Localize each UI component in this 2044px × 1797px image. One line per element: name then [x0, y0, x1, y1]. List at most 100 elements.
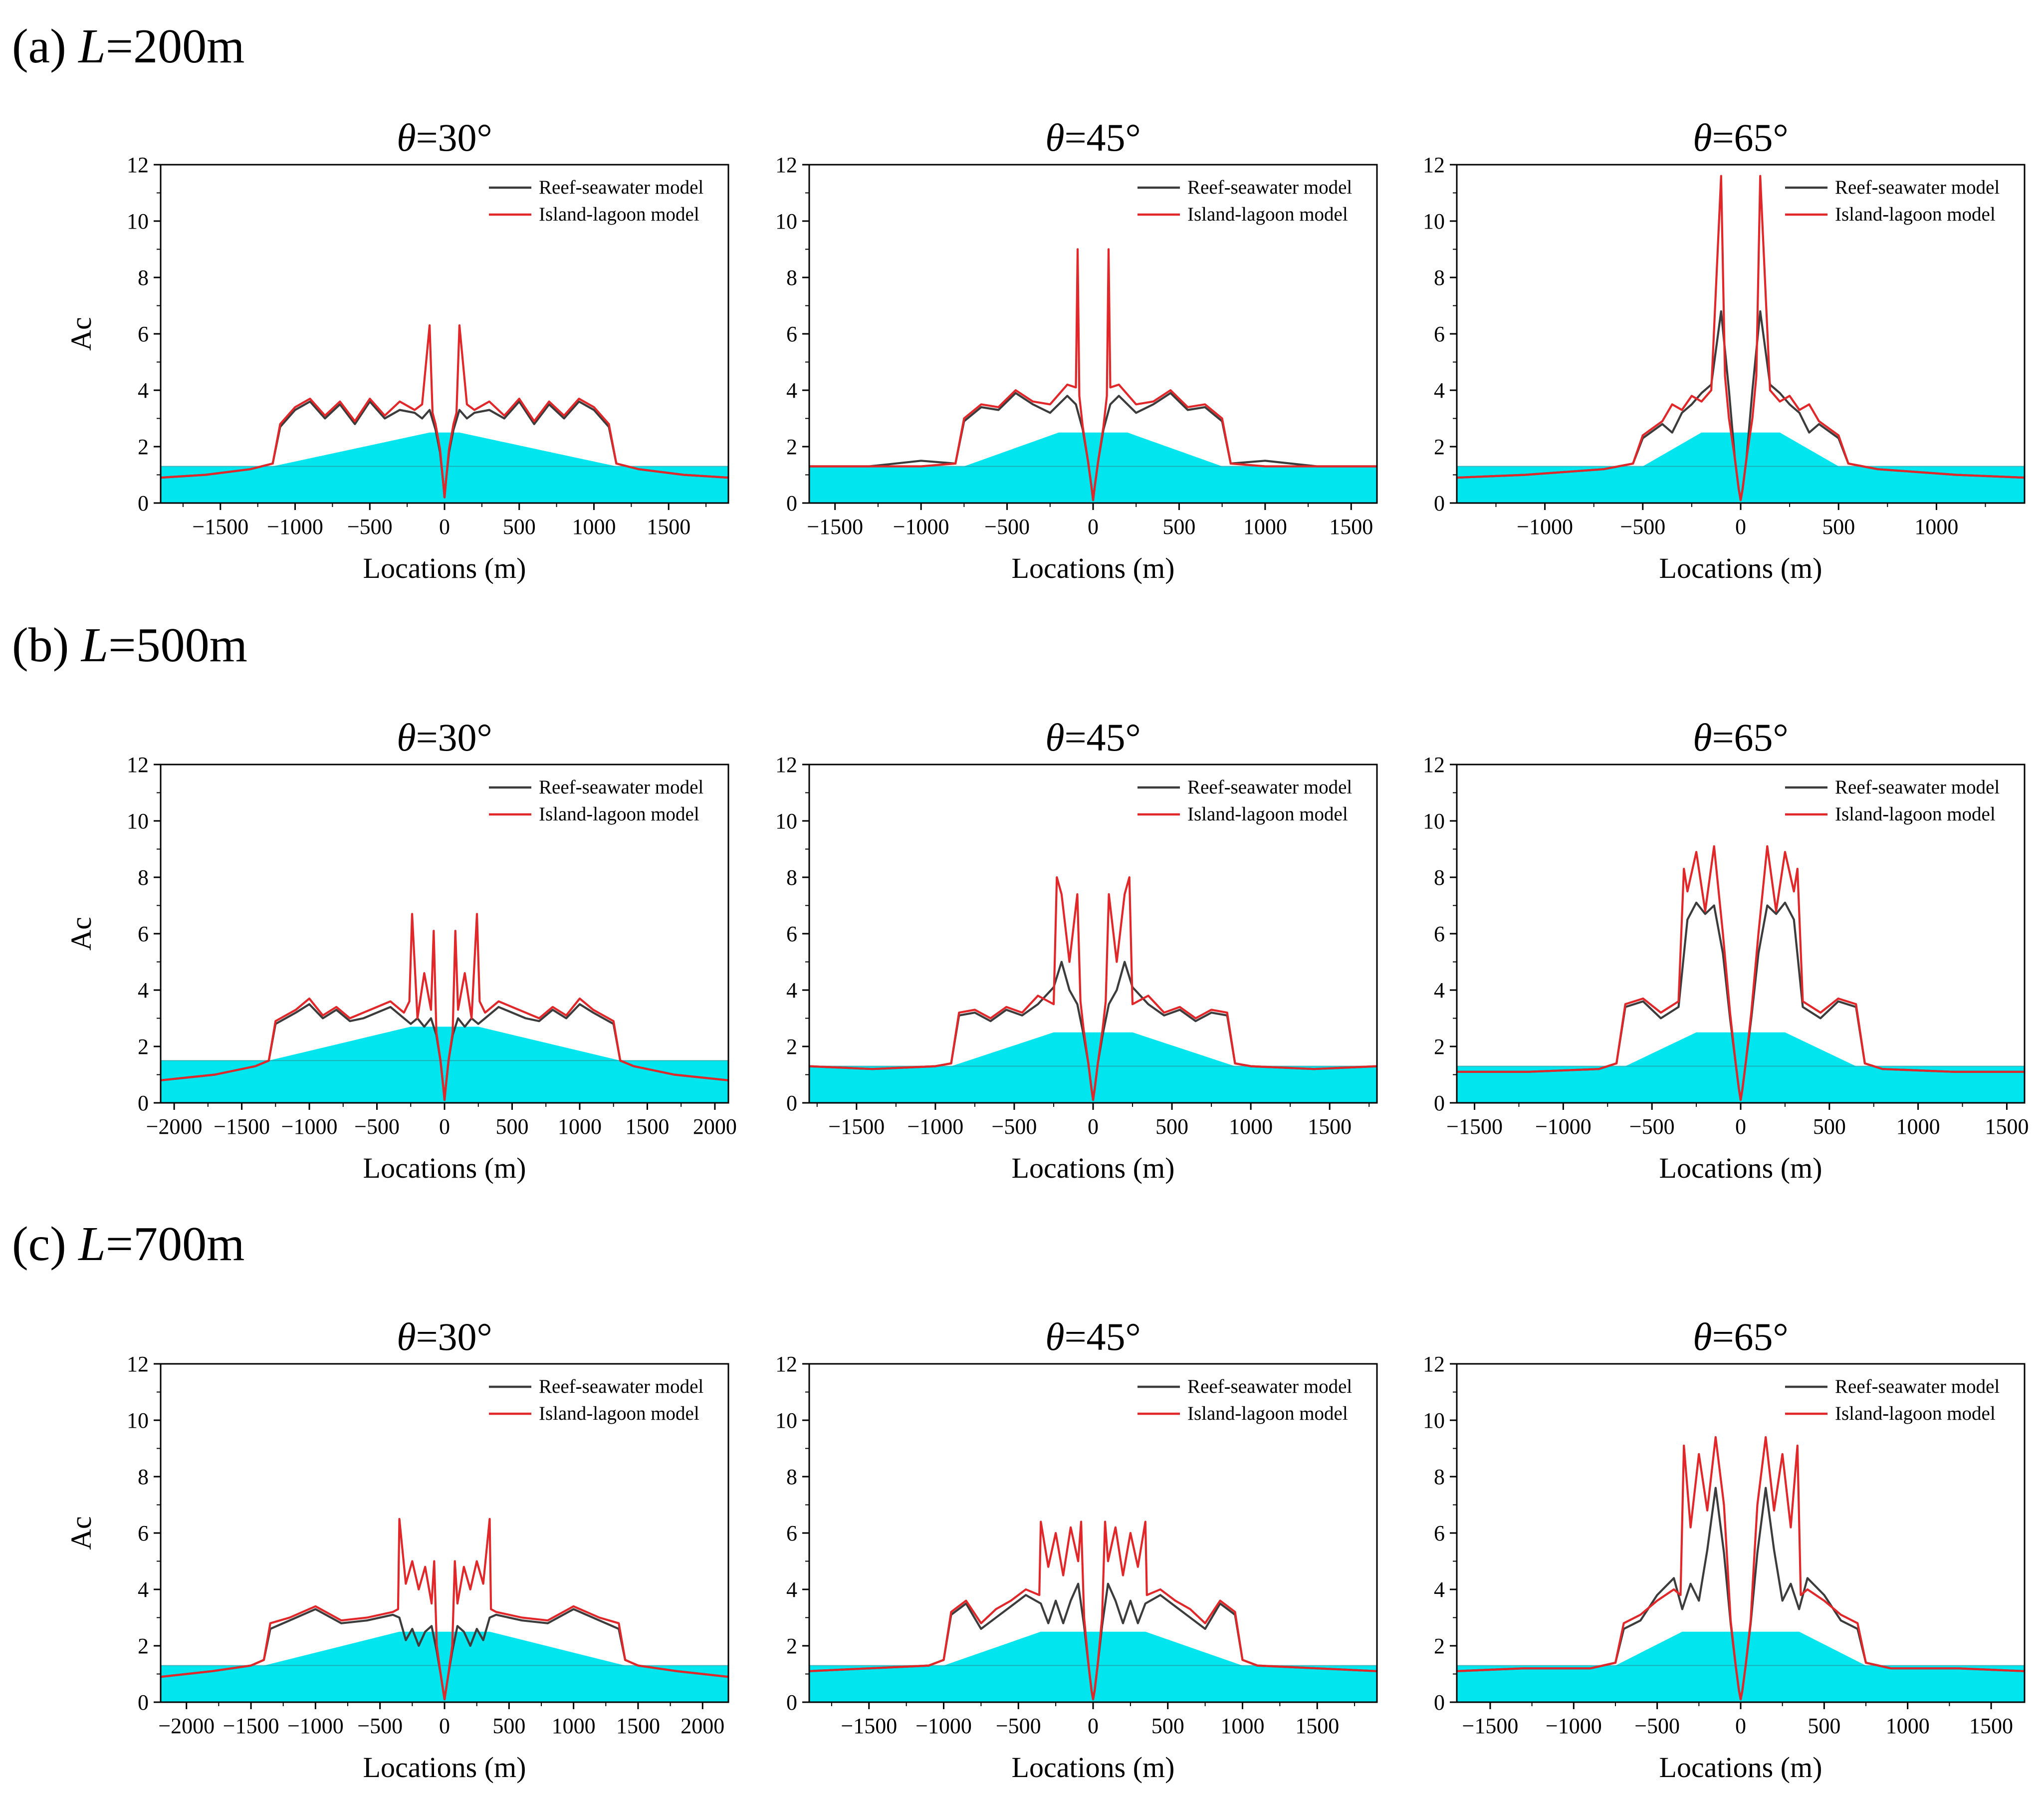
y-axis-label: Ac [65, 1516, 97, 1550]
island-lagoon-series-line [809, 248, 1377, 502]
x-tick-label: 1500 [647, 514, 690, 539]
reef-profile-area [1457, 1631, 2025, 1702]
y-tick-label: 2 [1434, 435, 1445, 459]
reef-profile-area [809, 1631, 1377, 1702]
x-tick-label: −1500 [1446, 1114, 1503, 1139]
x-tick-label: 1000 [1886, 1714, 1930, 1738]
legend-label-reef: Reef-seawater model [539, 776, 703, 798]
x-tick-label: −2000 [146, 1114, 203, 1139]
reef-profile-area [161, 1631, 728, 1702]
x-axis-label: Locations (m) [1012, 1751, 1175, 1784]
island-lagoon-series-line [161, 324, 728, 499]
legend: Reef-seawater model Island-lagoon model [489, 776, 703, 825]
panel-title: θ=45° [1045, 716, 1141, 759]
panel-title-value: =45° [1065, 1315, 1141, 1358]
x-tick-label: −1000 [1546, 1714, 1602, 1738]
x-tick-label: −500 [1634, 1714, 1680, 1738]
x-axis-label: Locations (m) [363, 1152, 526, 1184]
row-label-prefix: (b) [12, 618, 81, 672]
y-axis-label: Ac [65, 917, 97, 951]
reef-profile-area [1457, 432, 2025, 503]
chart-panel: θ=30° 0 2 4 6 8 10 12 −2000 −1500 −1000 −500 0 500 100… [65, 716, 737, 1184]
legend-label-lagoon: Island-lagoon model [1187, 204, 1348, 225]
legend-label-lagoon: Island-lagoon model [539, 204, 699, 225]
y-tick-label: 12 [775, 1352, 797, 1376]
legend-label-reef: Reef-seawater model [1835, 1376, 2000, 1397]
legend: Reef-seawater model Island-lagoon model [489, 177, 703, 225]
y-tick-label: 4 [138, 378, 149, 403]
legend-label-lagoon: Island-lagoon model [1835, 1403, 1996, 1424]
panel-title-variable: θ [1693, 1315, 1712, 1358]
panel-title: θ=30° [397, 1315, 492, 1358]
y-tick-label: 8 [138, 265, 149, 290]
y-tick-label: 2 [138, 1634, 149, 1658]
x-tick-label: −1000 [915, 1714, 972, 1738]
panel-title-variable: θ [397, 1315, 416, 1358]
reef-profile-area [1457, 1032, 2025, 1103]
y-tick-label: 2 [1434, 1034, 1445, 1059]
row-label-prefix: (a) [12, 19, 78, 73]
chart-panel: θ=45° 0 2 4 6 8 10 12 −1500 −1000 −500 0 500 1000 1500… [775, 716, 1378, 1184]
reef-profile-area [809, 1032, 1377, 1103]
x-tick-label: −500 [347, 514, 393, 539]
x-tick-label: 1000 [552, 1714, 596, 1738]
x-tick-label: 0 [1735, 1714, 1746, 1738]
x-tick-label: −500 [1620, 514, 1665, 539]
y-tick-label: 12 [775, 753, 797, 777]
panel-title-variable: θ [397, 716, 416, 759]
row-labels: (a) L=200m(b) L=500m(c) L=700m [12, 19, 247, 1271]
x-tick-label: 500 [1151, 1714, 1184, 1738]
legend-label-lagoon: Island-lagoon model [1835, 204, 1996, 225]
y-tick-label: 0 [138, 1690, 149, 1715]
y-tick-label: 0 [1434, 1091, 1445, 1115]
y-tick-label: 6 [1434, 922, 1445, 946]
x-tick-label: 1000 [1896, 1114, 1940, 1139]
x-tick-label: 500 [1162, 514, 1195, 539]
y-tick-label: 10 [775, 1408, 797, 1433]
row-label-variable: L [77, 19, 106, 73]
legend: Reef-seawater model Island-lagoon model [1137, 1376, 1352, 1424]
y-tick-label: 6 [786, 1521, 797, 1545]
panel-title: θ=45° [1045, 1315, 1141, 1358]
y-tick-label: 6 [786, 922, 797, 946]
island-lagoon-series-line [809, 876, 1377, 1101]
chart-panel: θ=65° 0 2 4 6 8 10 12 −1000 −500 0 500 1000 Locations… [1423, 116, 2026, 584]
x-tick-label: −1000 [267, 514, 323, 539]
legend-label-reef: Reef-seawater model [1835, 776, 2000, 798]
x-tick-label: 1000 [1914, 514, 1958, 539]
y-tick-label: 0 [786, 491, 797, 515]
y-tick-label: 6 [1434, 322, 1445, 346]
chart-panel: θ=65° 0 2 4 6 8 10 12 −1500 −1000 −500 0 500 1000 1500… [1423, 716, 2029, 1184]
x-tick-label: −1500 [807, 514, 863, 539]
panel-title-value: =65° [1712, 1315, 1789, 1358]
x-tick-label: 1500 [616, 1714, 660, 1738]
x-tick-label: −1500 [841, 1714, 897, 1738]
legend: Reef-seawater model Island-lagoon model [1137, 776, 1352, 825]
y-tick-label: 10 [775, 809, 797, 833]
x-tick-label: 1000 [572, 514, 616, 539]
x-tick-label: 1500 [1969, 1714, 2013, 1738]
y-axis-label: Ac [65, 317, 97, 351]
y-tick-label: 8 [786, 1465, 797, 1489]
legend-label-lagoon: Island-lagoon model [1187, 803, 1348, 825]
y-tick-label: 4 [786, 378, 797, 403]
x-tick-label: 1500 [1295, 1714, 1339, 1738]
chart-panel: θ=65° 0 2 4 6 8 10 12 −1500 −1000 −500 0 500 1000 1500… [1423, 1315, 2026, 1784]
panel-title-value: =45° [1065, 116, 1141, 159]
y-tick-label: 2 [786, 1634, 797, 1658]
legend-label-reef: Reef-seawater model [1187, 1376, 1352, 1397]
y-tick-label: 2 [1434, 1634, 1445, 1658]
legend-label-lagoon: Island-lagoon model [1187, 1403, 1348, 1424]
island-lagoon-series-line [1457, 175, 2025, 502]
reef-profile-area [161, 1027, 728, 1103]
panel-title-variable: θ [1045, 116, 1064, 159]
panel-title-value: =45° [1065, 716, 1141, 759]
y-tick-label: 4 [786, 1577, 797, 1602]
x-tick-label: 0 [1088, 1714, 1099, 1738]
x-tick-label: 1000 [1229, 1114, 1273, 1139]
reef-profile-area [161, 432, 728, 503]
y-tick-label: 2 [138, 435, 149, 459]
y-tick-label: 8 [786, 265, 797, 290]
